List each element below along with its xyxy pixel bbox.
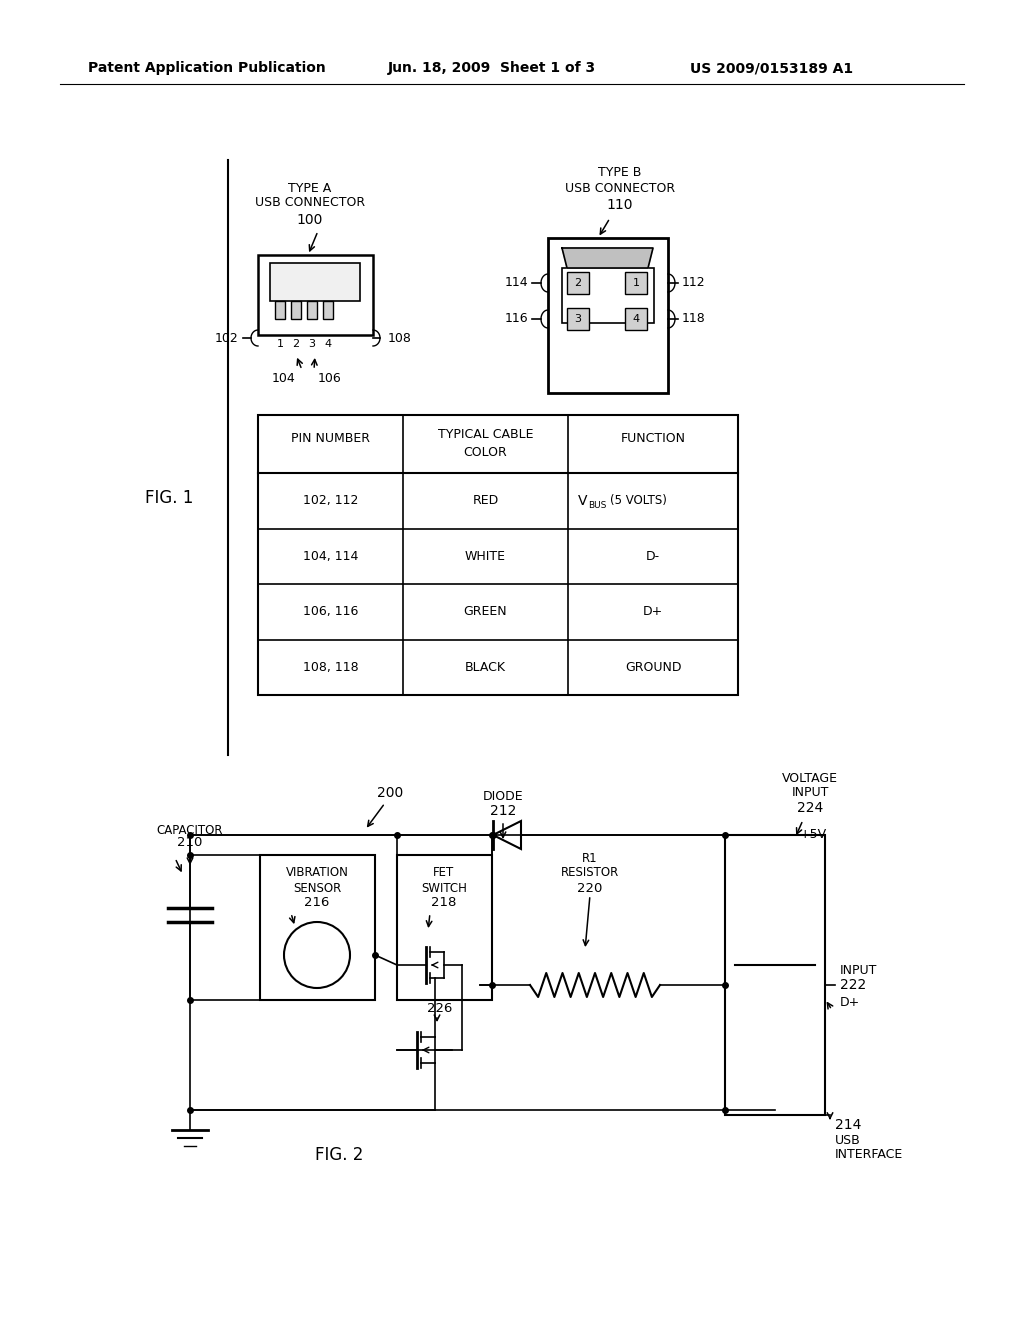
Text: FUNCTION: FUNCTION [621, 433, 685, 446]
Text: 2: 2 [293, 339, 300, 348]
Text: TYPE A: TYPE A [289, 181, 332, 194]
Text: 226: 226 [427, 1002, 453, 1015]
Text: 210: 210 [177, 837, 203, 850]
Text: 214: 214 [835, 1118, 861, 1133]
Text: BUS: BUS [588, 502, 606, 511]
Text: 100: 100 [297, 213, 324, 227]
Text: VOLTAGE: VOLTAGE [782, 771, 838, 784]
Text: V: V [578, 494, 588, 508]
Text: TYPE B: TYPE B [598, 166, 642, 180]
Text: BLACK: BLACK [465, 661, 506, 673]
Text: WHITE: WHITE [465, 549, 506, 562]
Text: 222: 222 [840, 978, 866, 993]
Text: 216: 216 [304, 896, 330, 909]
FancyBboxPatch shape [567, 308, 589, 330]
Text: SWITCH: SWITCH [421, 882, 467, 895]
FancyBboxPatch shape [307, 301, 317, 319]
Text: PIN NUMBER: PIN NUMBER [291, 433, 370, 446]
Text: 108: 108 [388, 331, 412, 345]
Text: FIG. 2: FIG. 2 [315, 1146, 364, 1164]
Text: 1: 1 [633, 279, 640, 288]
FancyBboxPatch shape [270, 263, 360, 301]
Text: 110: 110 [607, 198, 633, 213]
Text: 4: 4 [325, 339, 332, 348]
Text: 2: 2 [574, 279, 582, 288]
FancyBboxPatch shape [258, 414, 738, 696]
Text: GREEN: GREEN [464, 606, 507, 618]
Text: 224: 224 [797, 801, 823, 814]
Polygon shape [562, 248, 653, 268]
FancyBboxPatch shape [275, 301, 285, 319]
Text: (5 VOLTS): (5 VOLTS) [610, 494, 667, 507]
Text: +5V: +5V [800, 829, 827, 842]
Text: DIODE: DIODE [482, 789, 523, 803]
FancyBboxPatch shape [291, 301, 301, 319]
Text: COLOR: COLOR [464, 446, 507, 459]
Text: CAPACITOR: CAPACITOR [157, 824, 223, 837]
FancyBboxPatch shape [323, 301, 333, 319]
Text: VIBRATION: VIBRATION [286, 866, 348, 879]
Text: 104, 114: 104, 114 [303, 549, 358, 562]
Text: 200: 200 [377, 785, 403, 800]
FancyBboxPatch shape [625, 308, 647, 330]
Text: 106: 106 [318, 371, 342, 384]
Text: INPUT: INPUT [840, 964, 878, 977]
Text: 108, 118: 108, 118 [303, 661, 358, 673]
Text: Patent Application Publication: Patent Application Publication [88, 61, 326, 75]
Text: 104: 104 [271, 371, 295, 384]
Text: 116: 116 [505, 313, 528, 326]
Text: 106, 116: 106, 116 [303, 606, 358, 618]
Text: USB CONNECTOR: USB CONNECTOR [565, 181, 675, 194]
Text: USB: USB [835, 1134, 861, 1147]
Text: FIG. 1: FIG. 1 [145, 488, 194, 507]
Text: INPUT: INPUT [792, 787, 828, 800]
Text: 3: 3 [574, 314, 582, 323]
Text: 114: 114 [505, 276, 528, 289]
FancyBboxPatch shape [260, 855, 375, 1001]
Text: RESISTOR: RESISTOR [561, 866, 620, 879]
Text: 1: 1 [276, 339, 284, 348]
Text: 112: 112 [682, 276, 706, 289]
FancyBboxPatch shape [567, 272, 589, 294]
Text: FET: FET [433, 866, 455, 879]
Text: GROUND: GROUND [625, 661, 681, 673]
Text: 3: 3 [308, 339, 315, 348]
FancyBboxPatch shape [548, 238, 668, 393]
Text: 220: 220 [578, 882, 603, 895]
Text: 102: 102 [214, 331, 238, 345]
Text: Jun. 18, 2009  Sheet 1 of 3: Jun. 18, 2009 Sheet 1 of 3 [388, 61, 596, 75]
Text: 102, 112: 102, 112 [303, 494, 358, 507]
Text: D+: D+ [643, 606, 664, 618]
Text: D-: D- [646, 549, 660, 562]
Text: 212: 212 [489, 804, 516, 818]
FancyBboxPatch shape [258, 255, 373, 335]
Text: 118: 118 [682, 313, 706, 326]
Text: TYPICAL CABLE: TYPICAL CABLE [437, 429, 534, 441]
Text: D+: D+ [840, 995, 860, 1008]
Text: RED: RED [472, 494, 499, 507]
Text: INTERFACE: INTERFACE [835, 1148, 903, 1162]
FancyBboxPatch shape [562, 268, 654, 323]
FancyBboxPatch shape [625, 272, 647, 294]
Text: SENSOR: SENSOR [293, 882, 341, 895]
Text: R1: R1 [583, 851, 598, 865]
Text: US 2009/0153189 A1: US 2009/0153189 A1 [690, 61, 853, 75]
Text: 218: 218 [431, 896, 457, 909]
FancyBboxPatch shape [397, 855, 492, 1001]
Text: 4: 4 [633, 314, 640, 323]
FancyBboxPatch shape [725, 836, 825, 1115]
Text: USB CONNECTOR: USB CONNECTOR [255, 197, 366, 210]
